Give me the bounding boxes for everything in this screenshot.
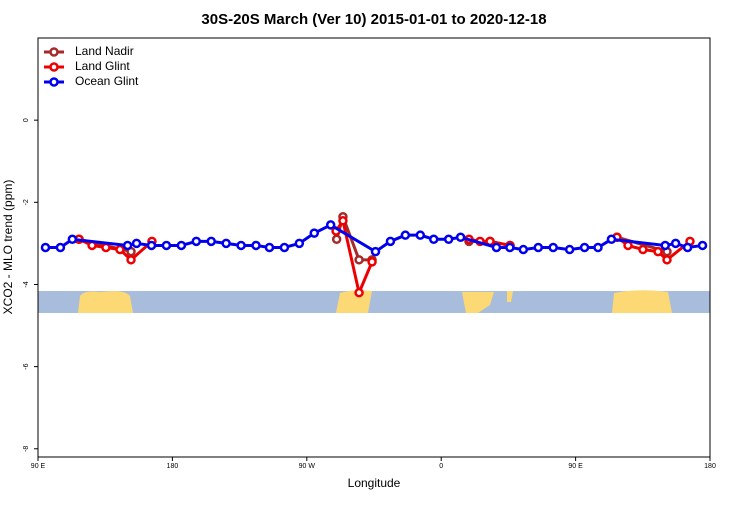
data-point [338, 216, 348, 226]
data-point [593, 242, 603, 253]
legend-marker [49, 77, 59, 87]
data-point [325, 220, 336, 230]
data-point [67, 234, 78, 245]
land-patch [612, 290, 672, 313]
land-patch [462, 292, 494, 313]
data-point [564, 244, 575, 255]
data-point [101, 242, 111, 253]
x-tick-label: 90 E [31, 463, 46, 470]
land-map [38, 290, 710, 313]
data-point [331, 234, 342, 245]
data-point [55, 242, 66, 253]
land-patch [507, 291, 513, 302]
legend-label: Ocean Glint [75, 74, 139, 88]
x-tick-label: 90 E [568, 463, 583, 470]
y-tick-label: -8 [23, 446, 30, 452]
y-tick-label: 0 [23, 118, 30, 122]
legend-marker [49, 47, 59, 57]
data-point [579, 242, 590, 253]
data-point [518, 244, 529, 255]
x-axis-label: Longitude [348, 476, 401, 490]
data-point [221, 238, 231, 249]
data-point [264, 242, 275, 253]
data-point [126, 255, 136, 265]
legend-label: Land Glint [75, 59, 130, 73]
data-point [309, 228, 320, 238]
legend-label: Land Nadir [75, 44, 134, 58]
data-point [206, 236, 216, 247]
data-point [191, 236, 202, 247]
data-point [367, 257, 377, 267]
y-axis-label: XCO2 - MLO trend (ppm) [1, 180, 15, 315]
ocean-strip [38, 291, 710, 313]
data-point [161, 240, 172, 251]
data-point [533, 242, 544, 253]
data-point [122, 240, 133, 251]
data-point [370, 246, 381, 257]
data-point [662, 255, 672, 265]
data-point [176, 240, 187, 251]
data-point [428, 234, 439, 245]
series-line [78, 217, 691, 298]
data-point [443, 234, 454, 245]
data-point [354, 255, 364, 265]
y-tick-label: -2 [23, 199, 30, 205]
legend-marker [49, 62, 59, 72]
data-point [400, 230, 411, 240]
data-point [251, 240, 261, 251]
x-tick-label: 90 W [299, 463, 316, 470]
data-point [385, 236, 396, 247]
data-point [682, 242, 693, 253]
data-point [455, 232, 466, 242]
land-patch [336, 290, 372, 313]
data-point [548, 242, 558, 253]
data-point [606, 234, 617, 245]
plot-frame [37, 37, 711, 458]
x-tick-label: 180 [167, 463, 179, 470]
data-point [638, 244, 648, 255]
data-point [505, 242, 515, 253]
data-point [236, 240, 246, 251]
data-point [670, 238, 681, 249]
data-point [623, 240, 633, 251]
chart-title: 30S-20S March (Ver 10) 2015-01-01 to 202… [201, 11, 546, 28]
x-tick-label: 0 [439, 463, 443, 470]
data-point [279, 242, 290, 253]
data-point [146, 240, 157, 251]
data-point [491, 242, 502, 253]
y-tick-label: -6 [23, 363, 30, 369]
y-tick-label: -4 [23, 281, 30, 287]
land-patch [78, 291, 133, 313]
data-point [415, 230, 426, 240]
data-point [697, 240, 708, 251]
data-point [660, 240, 670, 251]
data-point [40, 242, 51, 253]
data-point [294, 238, 305, 249]
x-tick-label: 180 [704, 463, 716, 470]
data-point [115, 244, 125, 255]
data-point [131, 238, 142, 249]
data-point [653, 246, 663, 257]
data-point [354, 287, 364, 298]
